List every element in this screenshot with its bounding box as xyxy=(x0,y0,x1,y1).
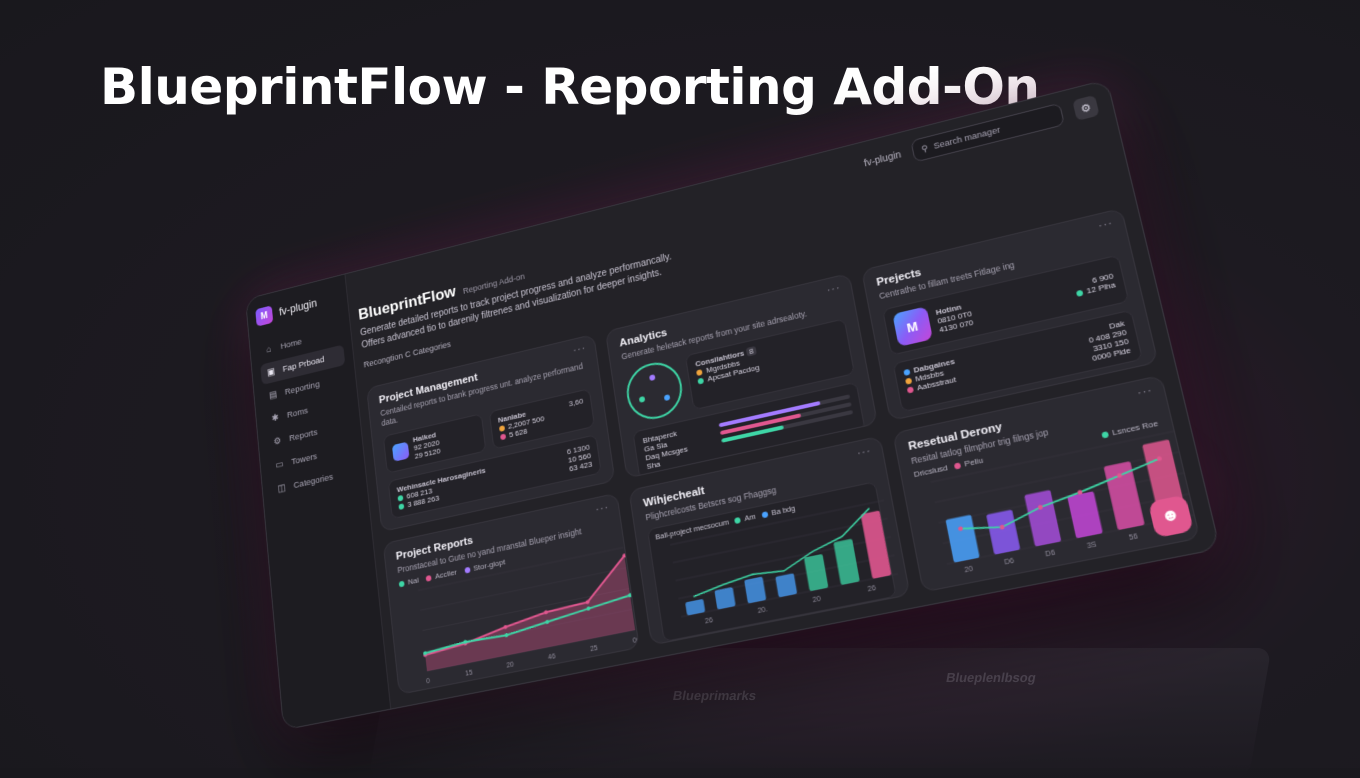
sidebar-brand[interactable]: M fv-plugin xyxy=(255,289,339,327)
chart-icon: ▤ xyxy=(268,389,278,402)
search-icon: ⚲ xyxy=(920,142,929,154)
status-dot xyxy=(398,503,405,511)
dashboard-icon: ▣ xyxy=(266,366,276,379)
plugin-switcher[interactable]: fv-plugin xyxy=(863,149,902,169)
x-tick-label: 3S xyxy=(1086,541,1098,551)
grid-line xyxy=(938,473,1184,523)
sidebar-item-label: Roms xyxy=(286,405,309,421)
card-project-reports[interactable]: Project Reports ··· Pronstaceal to Gute … xyxy=(382,492,641,695)
card-velocity[interactable]: Wihjechealt ··· Plighcrelcosts Betscrs s… xyxy=(628,435,911,646)
x-tick-label: D6 xyxy=(1044,549,1055,559)
card-grid: Project Management ··· Centailed reports… xyxy=(366,207,1201,695)
x-tick-label: 26 xyxy=(705,617,714,626)
x-tick-label: 0 xyxy=(426,678,431,686)
data-point xyxy=(503,625,508,629)
data-point xyxy=(504,632,509,638)
tower-icon: ▭ xyxy=(275,459,285,471)
main-content: BlueprintFlow Reporting Add-on Generate … xyxy=(357,121,1201,695)
bar xyxy=(804,553,829,592)
gear-icon[interactable]: ⚙ xyxy=(1072,94,1100,121)
legend-dot xyxy=(1100,431,1109,439)
x-tick-label: 06 xyxy=(632,636,640,645)
sidebar-item-label: Reporting xyxy=(284,379,321,398)
x-tick-label: 20 xyxy=(506,661,514,670)
bar xyxy=(860,510,892,579)
search-placeholder: Search manager xyxy=(932,124,1001,151)
users-icon: ✱ xyxy=(271,412,280,425)
x-tick-label: 15 xyxy=(465,669,473,678)
x-tick-label: 20. xyxy=(757,606,768,615)
bar xyxy=(775,573,798,598)
sidebar-item-label: Reports xyxy=(288,427,318,444)
brand-name: fv-plugin xyxy=(278,296,318,319)
x-tick-label: 46 xyxy=(548,653,557,662)
project-icon xyxy=(391,441,410,462)
bar xyxy=(833,538,861,586)
bar xyxy=(985,509,1021,555)
bar xyxy=(1103,461,1145,531)
x-tick-label: 26 xyxy=(868,584,878,593)
bar xyxy=(744,576,767,604)
hero-title: BlueprintFlow - Reporting Add-On xyxy=(100,58,1040,116)
chart-panel: Ball-project mecsocum Am Ba bdg 26 20. 20 2… xyxy=(647,481,896,643)
bar xyxy=(1066,491,1103,539)
report-icon: ⚙ xyxy=(273,435,282,448)
project-cube-icon: M xyxy=(892,306,933,347)
grid-line xyxy=(676,537,891,581)
line-chart: 0 15 20 46 25 06 xyxy=(399,540,640,686)
status-dot xyxy=(697,377,705,385)
bar-chart: 26 20. 20 26 xyxy=(656,493,907,626)
app-window: fv-plugin ⚲ Search manager ⚙ M fv-plugin… xyxy=(245,78,1221,731)
sidebar-item-label: Fap Prboad xyxy=(282,354,325,375)
home-icon: ⌂ xyxy=(266,344,272,356)
bar xyxy=(685,598,706,616)
assistant-face-icon: ☻ xyxy=(1159,504,1183,527)
network-graph-icon xyxy=(623,357,687,425)
bar xyxy=(1023,489,1062,547)
x-tick-label: 25 xyxy=(590,645,599,654)
folder-icon: ◫ xyxy=(277,482,287,495)
bar xyxy=(945,514,980,563)
status-dot xyxy=(499,433,506,441)
bar xyxy=(714,586,737,610)
x-tick-label: 20 xyxy=(813,595,822,604)
sidebar-item-label: Home xyxy=(280,336,303,352)
x-tick-label: D6 xyxy=(1003,557,1014,567)
x-tick-label: 56 xyxy=(1128,533,1139,542)
x-tick-label: 20 xyxy=(964,565,974,574)
sidebar-item-label: Categories xyxy=(293,471,334,491)
status-dot xyxy=(906,386,914,394)
status-dot xyxy=(1075,289,1084,297)
sidebar-item-label: Towers xyxy=(290,451,318,468)
logo-icon: M xyxy=(255,305,274,327)
